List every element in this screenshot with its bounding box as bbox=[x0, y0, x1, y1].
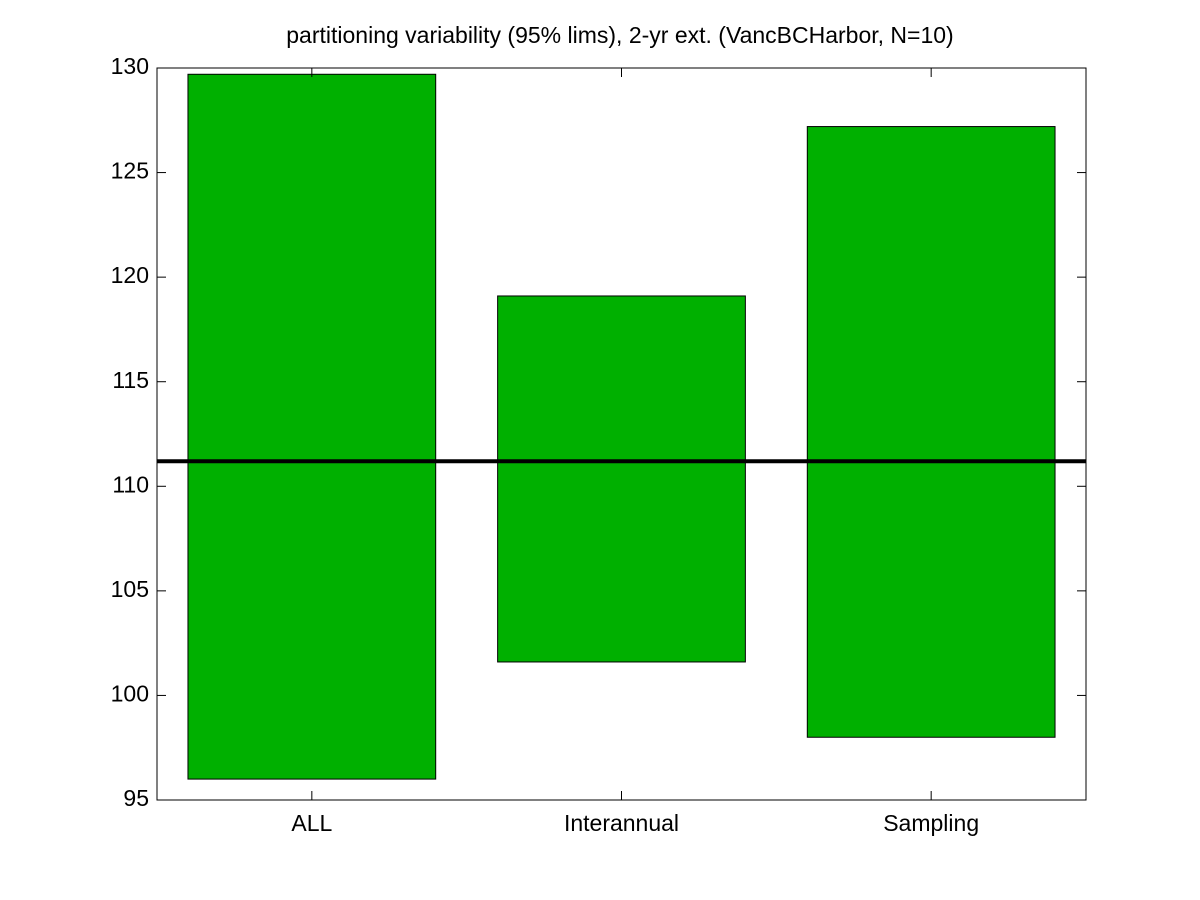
y-tick-label: 95 bbox=[123, 785, 149, 811]
x-tick-label: ALL bbox=[291, 810, 332, 836]
bar bbox=[806, 126, 1056, 738]
axes-box bbox=[156, 67, 1087, 801]
y-tick-label: 125 bbox=[111, 158, 149, 184]
y-tick-label: 110 bbox=[112, 471, 149, 497]
bar bbox=[497, 295, 746, 663]
chart-title: partitioning variability (95% lims), 2-y… bbox=[286, 22, 953, 48]
bar bbox=[187, 73, 437, 780]
y-tick-label: 115 bbox=[112, 367, 149, 393]
y-tick-label: 130 bbox=[111, 53, 149, 79]
x-tick-label: Interannual bbox=[564, 810, 679, 836]
y-tick-label: 105 bbox=[111, 576, 149, 602]
y-tick-label: 120 bbox=[111, 262, 149, 288]
x-tick-label: Sampling bbox=[883, 810, 979, 836]
y-tick-label: 100 bbox=[111, 681, 149, 707]
